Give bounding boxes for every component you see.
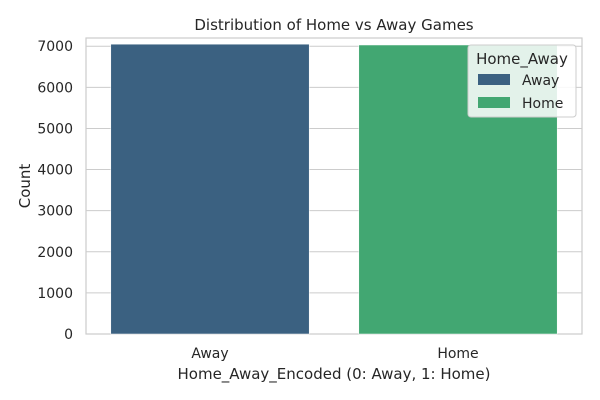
y-tick-label: 1000 bbox=[37, 286, 73, 302]
y-tick-label: 4000 bbox=[37, 163, 73, 179]
x-tick-labels: Away Home bbox=[191, 346, 478, 362]
y-tick-label: 3000 bbox=[37, 204, 73, 220]
legend: Home_Away Away Home bbox=[467, 44, 577, 118]
y-axis-label: Count bbox=[16, 164, 34, 209]
legend-swatch-home bbox=[478, 97, 510, 108]
legend-title: Home_Away bbox=[476, 50, 568, 69]
chart-title: Distribution of Home vs Away Games bbox=[194, 16, 473, 34]
y-tick-label: 7000 bbox=[37, 39, 73, 55]
legend-label-home: Home bbox=[522, 96, 563, 112]
y-tick-label: 6000 bbox=[37, 80, 73, 96]
y-tick-label: 5000 bbox=[37, 121, 73, 137]
y-tick-labels: 0 1000 2000 3000 4000 5000 6000 7000 bbox=[37, 39, 73, 343]
y-tick-label: 2000 bbox=[37, 245, 73, 261]
bars bbox=[110, 43, 558, 335]
x-tick-label: Away bbox=[191, 346, 228, 362]
x-tick-label: Home bbox=[437, 346, 478, 362]
legend-label-away: Away bbox=[522, 73, 559, 89]
y-tick-label: 0 bbox=[64, 327, 73, 343]
legend-swatch-away bbox=[478, 74, 510, 85]
bar-away bbox=[110, 43, 310, 335]
x-axis-label: Home_Away_Encoded (0: Away, 1: Home) bbox=[178, 365, 491, 384]
